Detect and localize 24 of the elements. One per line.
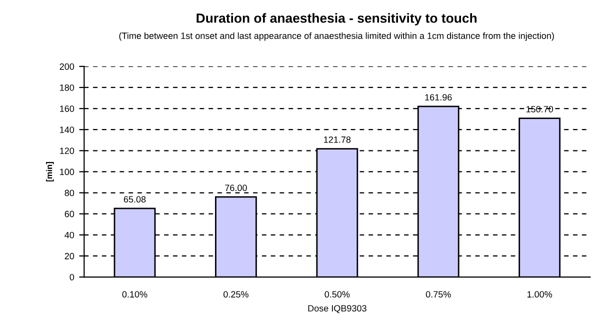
y-tick-label: 60	[64, 210, 74, 218]
y-tick-label: 100	[60, 168, 74, 176]
x-tick-label: 0.25%	[224, 291, 248, 298]
data-label: 161.96	[425, 94, 452, 101]
x-axis-title: Dose IQB9303	[308, 305, 366, 314]
x-tick-label: 1.00%	[527, 291, 552, 298]
x-tick-label: 0.75%	[426, 291, 451, 298]
x-tick-label: 0.50%	[324, 291, 350, 298]
data-label: 65.08	[124, 196, 146, 203]
y-axis-title: [min]	[46, 162, 54, 182]
chart-subtitle: (Time between 1st onset and last appearance of anaesthesia limited within a 1cm distance from the injection)	[119, 32, 554, 41]
y-tick-label: 140	[60, 126, 74, 133]
data-label: 76.00	[225, 184, 247, 192]
y-tick-label: 80	[64, 190, 74, 196]
x-tick-label: 0.10%	[122, 291, 148, 298]
y-tick-label: 0	[70, 274, 74, 280]
y-tick-label: 20	[64, 252, 74, 260]
y-tick-label: 180	[60, 84, 74, 91]
y-tick-label: 120	[60, 148, 74, 154]
y-tick-label: 200	[60, 63, 74, 70]
y-tick-label: 160	[60, 106, 74, 112]
data-label: 121.78	[324, 136, 351, 143]
chart-title: Duration of anaesthesia - sensitivity to touch	[196, 13, 477, 26]
y-tick-label: 40	[64, 232, 74, 238]
